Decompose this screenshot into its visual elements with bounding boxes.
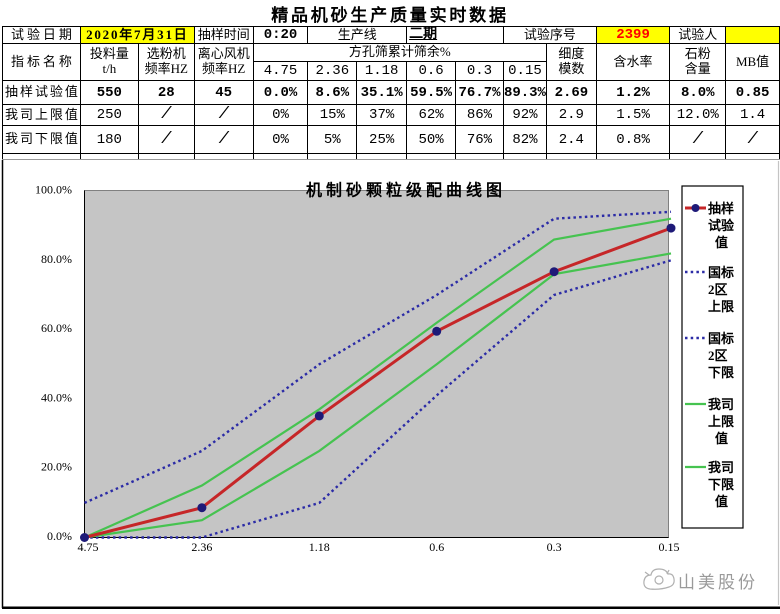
- svg-text:上限: 上限: [708, 414, 735, 429]
- svg-text:100.0%: 100.0%: [35, 183, 72, 197]
- svg-text:1.18: 1.18: [309, 540, 330, 554]
- svg-text:0.6: 0.6: [429, 540, 444, 554]
- svg-text:抽样: 抽样: [708, 201, 734, 216]
- svg-text:0.3: 0.3: [547, 540, 562, 554]
- svg-text:值: 值: [715, 235, 728, 250]
- svg-text:4.75: 4.75: [78, 540, 99, 554]
- svg-text:国标: 国标: [708, 331, 734, 346]
- svg-text:国标: 国标: [708, 265, 734, 280]
- svg-text:0.15: 0.15: [659, 540, 680, 554]
- svg-text:试验: 试验: [708, 218, 735, 233]
- svg-text:山美股份: 山美股份: [678, 573, 758, 592]
- svg-text:2区: 2区: [708, 282, 728, 297]
- svg-text:下限: 下限: [708, 365, 735, 380]
- svg-text:80.0%: 80.0%: [41, 252, 72, 266]
- svg-text:0.0%: 0.0%: [47, 529, 72, 543]
- svg-text:20.0%: 20.0%: [41, 460, 72, 474]
- svg-text:2.36: 2.36: [191, 540, 212, 554]
- svg-text:值: 值: [715, 431, 728, 446]
- svg-text:我司: 我司: [708, 397, 734, 412]
- svg-text:40.0%: 40.0%: [41, 390, 72, 404]
- svg-text:上限: 上限: [708, 299, 735, 314]
- svg-text:值: 值: [715, 494, 728, 509]
- svg-text:下限: 下限: [708, 477, 735, 492]
- svg-text:我司: 我司: [708, 460, 734, 475]
- svg-text:机制砂颗粒级配曲线图: 机制砂颗粒级配曲线图: [306, 181, 506, 200]
- svg-text:2区: 2区: [708, 348, 728, 363]
- svg-text:60.0%: 60.0%: [41, 321, 72, 335]
